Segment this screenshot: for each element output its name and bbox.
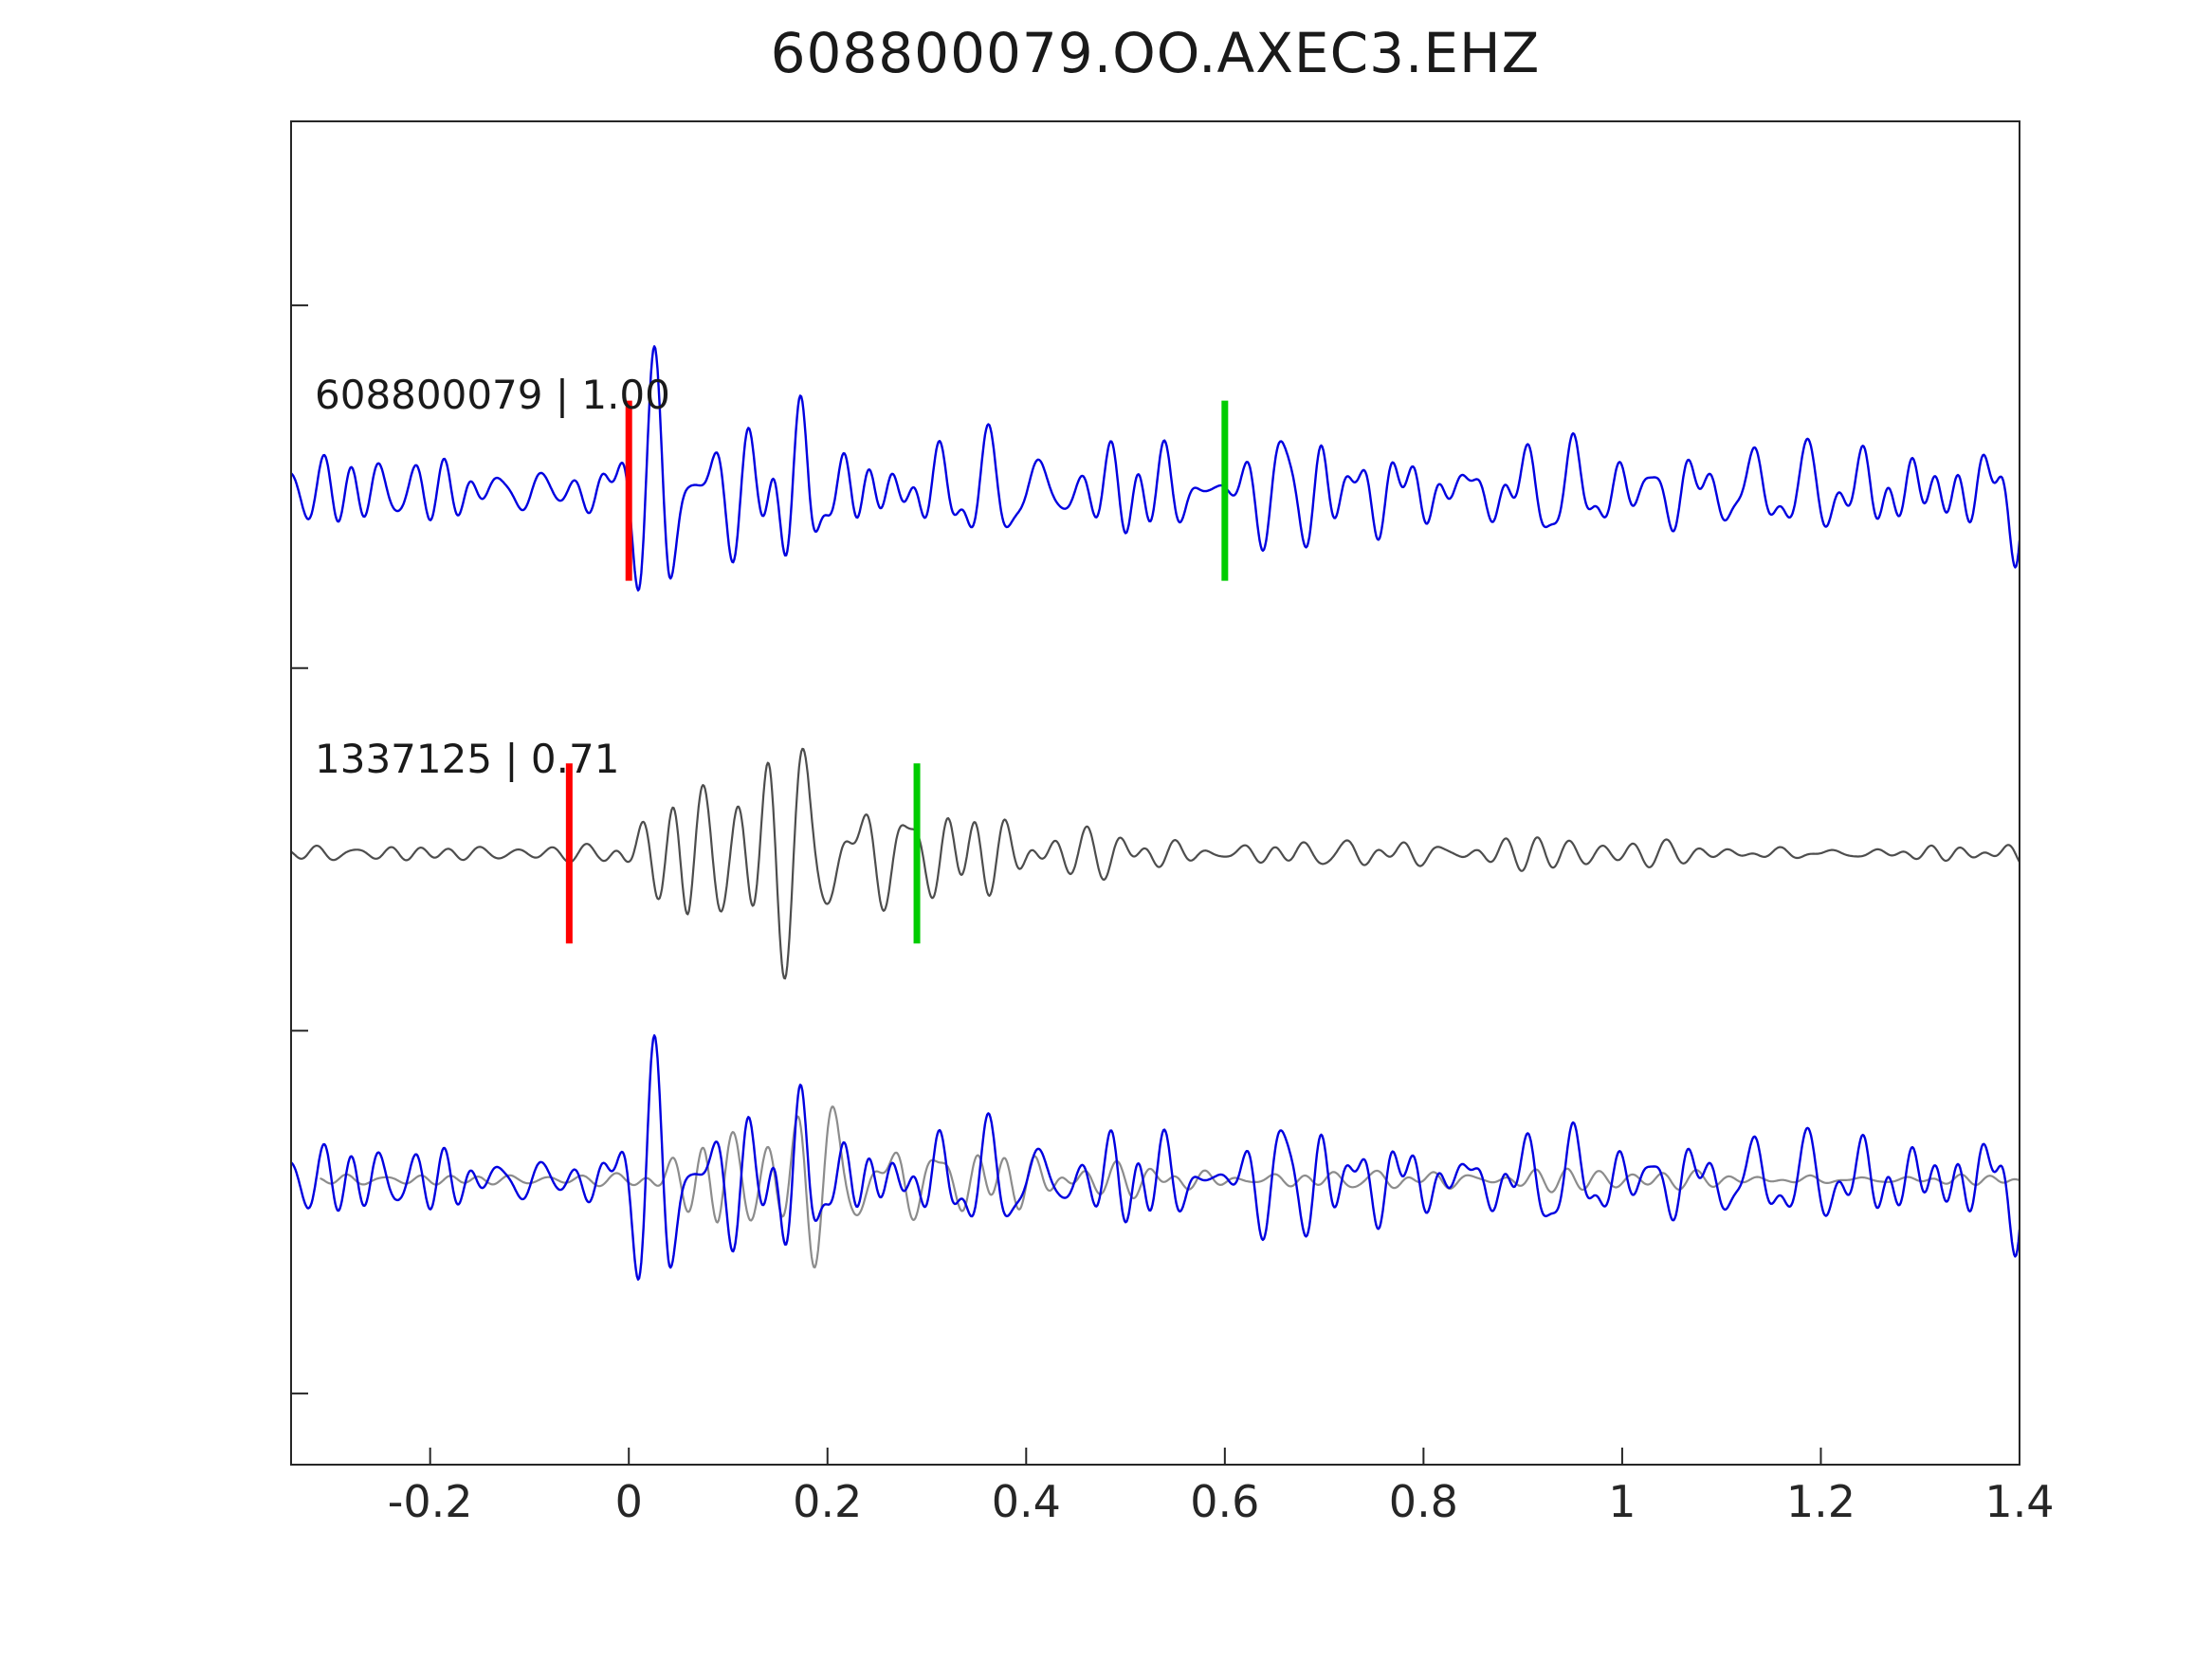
x-tick-label: 0.2 [793,1476,862,1527]
x-tick-label: 1.2 [1786,1476,1856,1527]
axes-box [290,120,2020,1466]
x-tick-label: 1 [1608,1476,1636,1527]
trace-608800079 [291,345,2020,592]
trace-1337125 [291,747,2020,980]
x-tick-label: 0.4 [992,1476,1061,1527]
x-tick-label: 1.4 [1984,1476,2054,1527]
x-tick-label: 0 [615,1476,643,1527]
figure-title: 608800079.OO.AXEC3.EHZ [770,21,1541,85]
x-tick-label: 0.6 [1190,1476,1259,1527]
x-tick-label: 0.8 [1389,1476,1458,1527]
trace-2-label: 1337125 | 0.71 [315,736,620,782]
overlay-trace-608800079 [291,1034,2020,1281]
x-tick-label: -0.2 [388,1476,473,1527]
trace-1-label: 608800079 | 1.00 [315,372,670,418]
overlay-trace-1337125 [320,1105,2020,1268]
